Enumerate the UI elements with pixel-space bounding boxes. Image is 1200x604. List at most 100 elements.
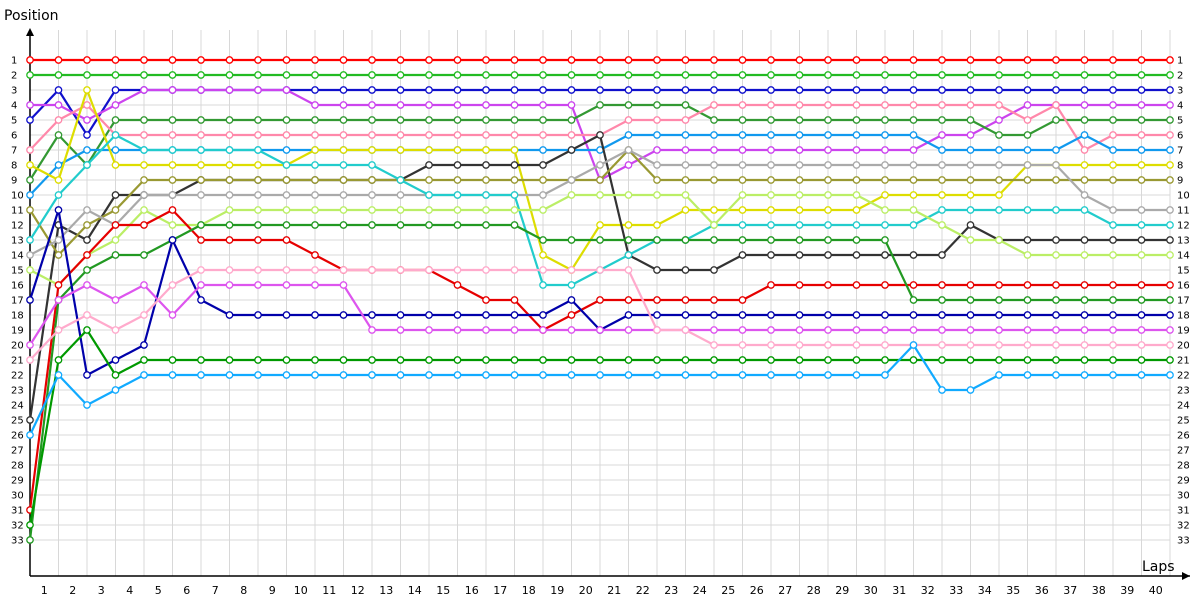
data-point (567, 371, 576, 379)
data-point (54, 131, 63, 139)
data-point (795, 251, 804, 259)
x-tick-label: 31 (892, 584, 906, 597)
data-point (710, 296, 718, 304)
data-point (83, 86, 91, 94)
data-point (510, 311, 519, 319)
data-point (767, 56, 775, 64)
data-point (938, 161, 946, 169)
data-point (1023, 71, 1032, 79)
data-point (909, 116, 918, 124)
data-point (26, 176, 34, 184)
data-point (795, 131, 804, 139)
data-point (995, 311, 1003, 319)
data-point (254, 191, 262, 199)
data-point (453, 176, 462, 184)
data-point (852, 251, 861, 259)
data-point (482, 131, 490, 139)
data-point (111, 326, 120, 334)
data-point (653, 371, 661, 379)
data-point (1166, 176, 1174, 184)
x-tick-label: 35 (1006, 584, 1020, 597)
data-point (738, 86, 747, 94)
data-point (738, 221, 747, 229)
data-point (140, 311, 148, 319)
y-tick-label-right: 11 (1177, 206, 1190, 217)
y-tick-label-right: 23 (1177, 386, 1190, 397)
data-point (681, 296, 690, 304)
data-point (738, 371, 747, 379)
data-point (909, 296, 918, 304)
y-tick-label-right: 15 (1177, 266, 1190, 277)
y-tick-label-right: 28 (1177, 461, 1190, 472)
data-point (368, 206, 376, 214)
data-point (453, 131, 462, 139)
data-point (767, 221, 775, 229)
data-point (1137, 101, 1146, 109)
data-point (653, 101, 661, 109)
data-point (1080, 371, 1089, 379)
data-point (339, 101, 348, 109)
data-point (282, 311, 291, 319)
data-point (539, 251, 547, 259)
data-point (710, 116, 718, 124)
data-point (510, 86, 519, 94)
data-point (197, 131, 205, 139)
data-point (881, 146, 889, 154)
data-point (596, 101, 604, 109)
data-point (197, 71, 205, 79)
data-point (311, 371, 319, 379)
series-10 (26, 146, 1174, 259)
data-point (1109, 326, 1117, 334)
data-point (168, 176, 177, 184)
data-point (881, 221, 889, 229)
data-point (26, 101, 34, 109)
data-point (482, 86, 490, 94)
y-tick-label-right: 30 (1177, 491, 1190, 502)
data-point (852, 206, 861, 214)
data-point (681, 86, 690, 94)
data-point (1080, 56, 1089, 64)
data-point (1166, 251, 1174, 259)
data-point (26, 431, 34, 439)
data-point (225, 191, 234, 199)
data-point (710, 71, 718, 79)
data-point (83, 221, 91, 229)
data-point (311, 266, 319, 274)
data-point (966, 161, 975, 169)
data-point (482, 56, 490, 64)
data-point (567, 86, 576, 94)
data-point (140, 356, 148, 364)
y-tick-label-left: 26 (11, 431, 24, 442)
data-point (482, 176, 490, 184)
data-point (1023, 371, 1032, 379)
series-lines (26, 56, 1174, 544)
data-point (738, 176, 747, 184)
data-point (1080, 326, 1089, 334)
data-point (425, 371, 433, 379)
data-point (767, 311, 775, 319)
data-point (254, 146, 262, 154)
data-point (54, 161, 63, 169)
data-point (624, 236, 633, 244)
y-tick-label-right: 6 (1177, 131, 1183, 142)
series-2 (26, 71, 1174, 79)
data-point (824, 221, 832, 229)
data-point (54, 236, 63, 244)
data-point (1052, 116, 1060, 124)
data-point (938, 101, 946, 109)
data-point (510, 176, 519, 184)
data-point (111, 221, 120, 229)
data-point (482, 356, 490, 364)
data-point (738, 161, 747, 169)
data-point (681, 101, 690, 109)
data-point (938, 221, 946, 229)
data-point (368, 176, 376, 184)
data-point (966, 236, 975, 244)
series-20 (26, 341, 1174, 439)
y-tick-label-right: 19 (1177, 326, 1190, 337)
data-point (425, 176, 433, 184)
data-point (881, 206, 889, 214)
data-point (1109, 296, 1117, 304)
data-point (1137, 206, 1146, 214)
data-point (681, 161, 690, 169)
